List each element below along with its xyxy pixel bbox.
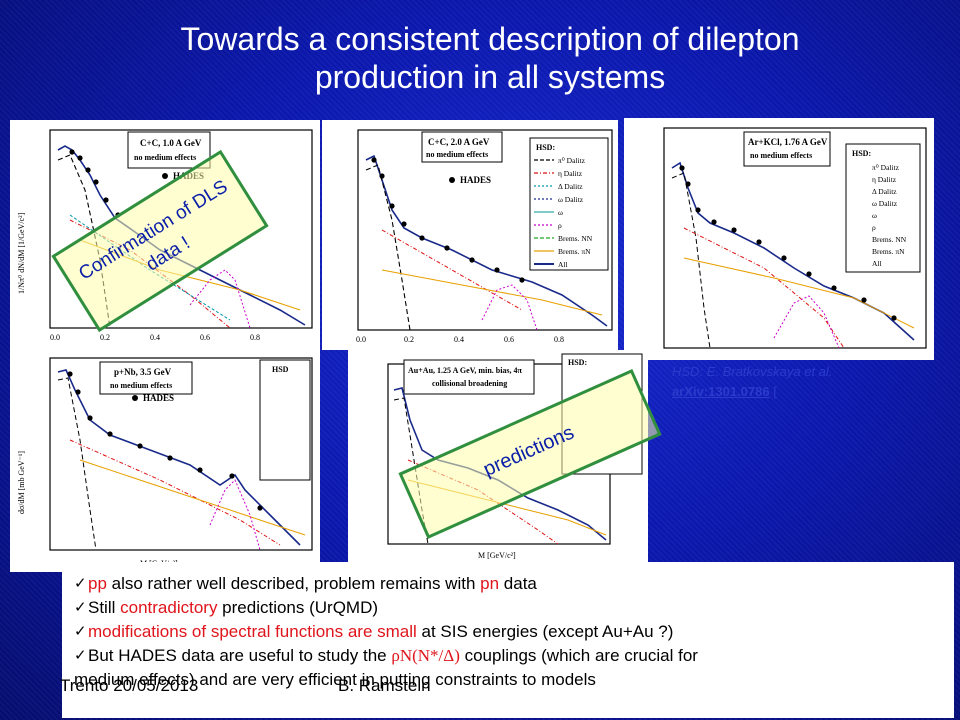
panel-4-ylabel: dσ/dM [mb GeV⁻¹] (17, 451, 26, 514)
svg-text:All: All (558, 260, 568, 269)
svg-text:Δ Dalitz: Δ Dalitz (558, 182, 583, 191)
svg-text:0.8: 0.8 (554, 335, 564, 344)
panel-1-sub: no medium effects (134, 153, 196, 162)
panel-3-sub: no medium effects (750, 151, 812, 160)
reference-suffix: [ (773, 384, 777, 399)
svg-text:Brems. πN: Brems. πN (872, 247, 905, 256)
svg-text:ρ: ρ (558, 221, 562, 230)
check-icon: ✓ (74, 575, 87, 592)
bullet-4: ✓ But HADES data are useful to study the … (74, 644, 944, 668)
panel-4-header: p+Nb, 3.5 GeV (114, 367, 172, 377)
plot-panel-pnb: p+Nb, 3.5 GeV no medium effects HADES HS… (10, 350, 320, 572)
plot-pnb-svg: p+Nb, 3.5 GeV no medium effects HADES HS… (17, 357, 313, 568)
panel-4-legend-title: HSD (272, 365, 289, 374)
check-icon: ✓ (74, 623, 87, 640)
panel-3-header: Ar+KCl, 1.76 A GeV (748, 137, 828, 147)
footer-place-date: Trento 20/05/2013 (60, 676, 199, 695)
panel-3-legend-title: HSD: (852, 149, 871, 158)
svg-text:0.4: 0.4 (150, 333, 160, 342)
svg-text:π⁰ Dalitz: π⁰ Dalitz (872, 163, 900, 172)
reference-link[interactable]: arXiv:1301.0786 (672, 384, 770, 399)
panel-2-sub: no medium effects (426, 150, 488, 159)
svg-text:All: All (872, 259, 882, 268)
svg-text:η Dalitz: η Dalitz (558, 169, 583, 178)
panel-5-sub: collisional broadening (432, 379, 507, 388)
svg-text:ω: ω (872, 211, 877, 220)
plot-arkcl-svg: Ar+KCl, 1.76 A GeV no medium effects HSD… (663, 127, 927, 349)
slide-title: Towards a consistent description of dile… (60, 20, 920, 96)
reference-prefix: HSD: E. Bratkovskaya et al. (672, 364, 833, 379)
footer-author: B. Ramstein (338, 676, 431, 695)
check-icon: ✓ (74, 647, 87, 664)
summary-list: ✓ pp also rather well described, problem … (74, 572, 944, 692)
panel-2-legend-title: HSD: (536, 143, 555, 152)
svg-text:0.0: 0.0 (356, 335, 366, 344)
summary-box: ✓ pp also rather well described, problem … (62, 562, 954, 718)
svg-text:Brems. πN: Brems. πN (558, 247, 591, 256)
svg-text:ρ: ρ (872, 223, 876, 232)
bullet-2: ✓ Still contradictory predictions (UrQMD) (74, 596, 944, 620)
panel-5-header: Au+Au, 1.25 A GeV, min. bias, 4π (408, 366, 523, 375)
svg-text:η Dalitz: η Dalitz (872, 175, 897, 184)
svg-text:ω: ω (558, 208, 563, 217)
panel-4-hades: HADES (143, 393, 174, 403)
plot-panel-cc2: C+C, 2.0 A GeV no medium effects HADES H… (322, 120, 618, 350)
svg-text:π⁰ Dalitz: π⁰ Dalitz (558, 156, 586, 165)
svg-text:0.8: 0.8 (250, 333, 260, 342)
plot-panel-arkcl: Ar+KCl, 1.76 A GeV no medium effects HSD… (624, 118, 934, 360)
plot-panel-cc1: C+C, 1.0 A GeV no medium effects HADES 1… (10, 120, 320, 350)
panel-2-header: C+C, 2.0 A GeV (428, 137, 490, 147)
title-line-1: Towards a consistent description of dile… (180, 21, 800, 57)
svg-text:0.2: 0.2 (100, 333, 110, 342)
svg-text:0.0: 0.0 (50, 333, 60, 342)
title-line-2: production in all systems (314, 59, 666, 95)
panel-5-legend-title: HSD: (568, 358, 587, 367)
svg-text:ω Dalitz: ω Dalitz (558, 195, 584, 204)
svg-text:0.6: 0.6 (504, 335, 514, 344)
svg-text:Δ Dalitz: Δ Dalitz (872, 187, 897, 196)
svg-text:ω Dalitz: ω Dalitz (872, 199, 898, 208)
bullet-1: ✓ pp also rather well described, problem … (74, 572, 944, 596)
plot-cc2-svg: C+C, 2.0 A GeV no medium effects HADES H… (356, 129, 613, 344)
svg-text:0.6: 0.6 (200, 333, 210, 342)
bullet-3: ✓ modifications of spectral functions are… (74, 620, 944, 644)
bullet-5: medium effects) and are very efficient i… (74, 670, 596, 689)
panel-1-header: C+C, 1.0 A GeV (140, 138, 202, 148)
panel-5-xlabel: M [GeV/c²] (478, 551, 516, 560)
check-icon: ✓ (74, 599, 87, 616)
panel-4-sub: no medium effects (110, 381, 172, 390)
svg-text:Brems. NN: Brems. NN (872, 235, 907, 244)
predictions-text: predictions (480, 421, 578, 481)
svg-text:0.2: 0.2 (404, 335, 414, 344)
svg-text:Brems. NN: Brems. NN (558, 234, 593, 243)
reference-note: HSD: E. Bratkovskaya et al. arXiv:1301.0… (672, 362, 832, 402)
panel-2-hades: HADES (460, 175, 491, 185)
svg-text:0.4: 0.4 (454, 335, 464, 344)
panel-1-ylabel: 1/Nπ⁰ dN/dM [1/GeV/c²] (17, 212, 26, 294)
